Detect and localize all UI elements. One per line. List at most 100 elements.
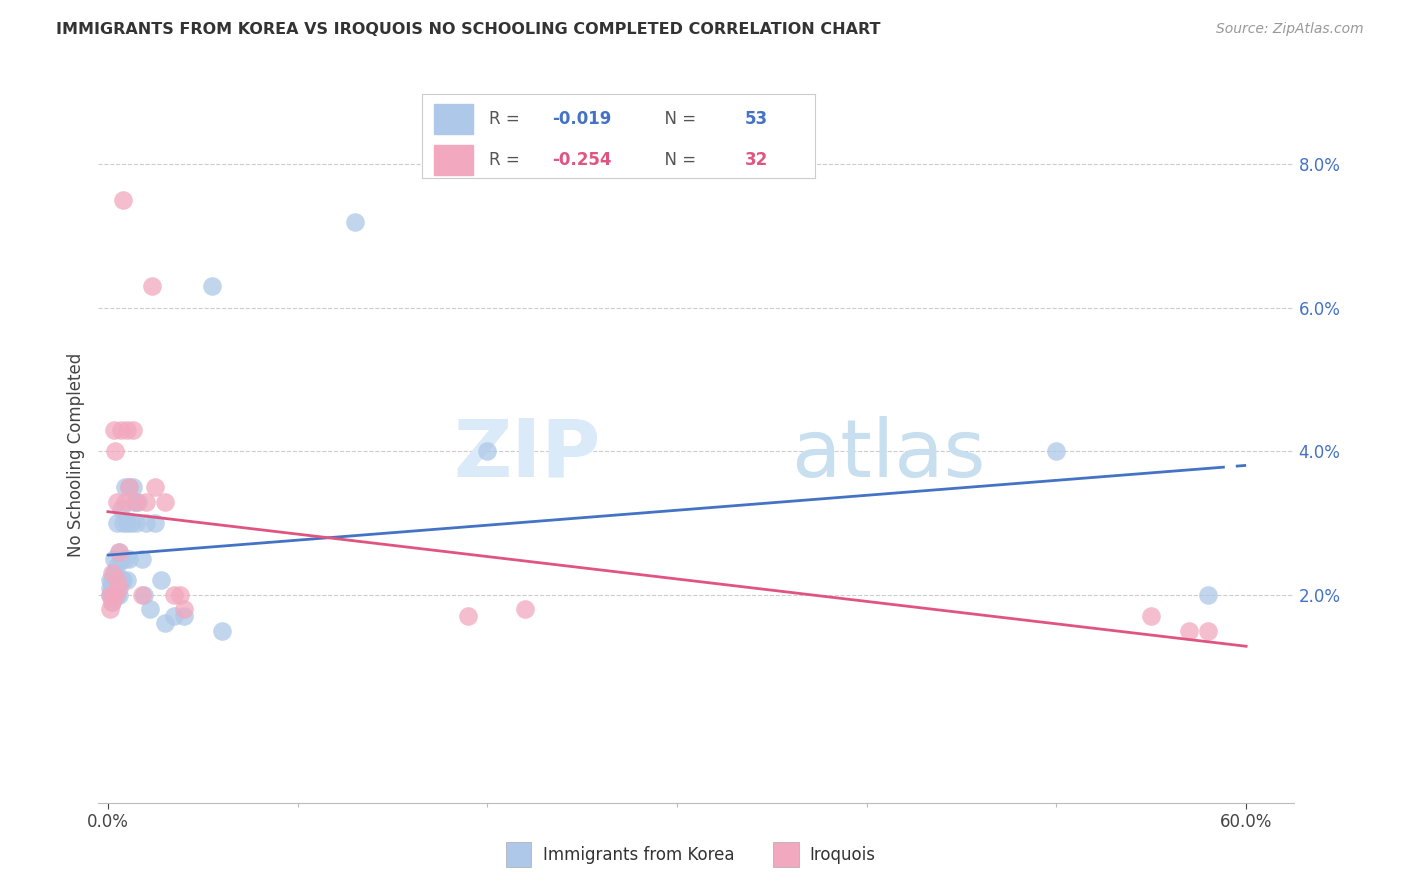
Point <box>135 494 157 508</box>
Point <box>103 552 125 566</box>
Point <box>100 595 122 609</box>
FancyBboxPatch shape <box>773 842 799 867</box>
Point <box>112 516 135 530</box>
Point <box>132 588 155 602</box>
Point <box>121 480 143 494</box>
Point <box>477 444 499 458</box>
Text: N =: N = <box>654 110 702 128</box>
Point <box>100 581 122 595</box>
Point <box>163 609 186 624</box>
Point <box>108 574 131 588</box>
Point <box>110 423 132 437</box>
Y-axis label: No Schooling Completed: No Schooling Completed <box>66 353 84 557</box>
FancyBboxPatch shape <box>433 104 472 134</box>
Point <box>141 279 163 293</box>
Point <box>115 423 138 437</box>
Point <box>121 423 143 437</box>
Point <box>125 516 148 530</box>
Point <box>124 494 146 508</box>
Point <box>108 588 131 602</box>
Point <box>104 588 127 602</box>
Point <box>110 501 132 516</box>
Point <box>457 609 479 624</box>
Point <box>118 480 141 494</box>
Point <box>131 588 153 602</box>
FancyBboxPatch shape <box>433 145 472 175</box>
Point <box>103 588 125 602</box>
Text: -0.019: -0.019 <box>551 110 612 128</box>
Point <box>118 552 141 566</box>
Point <box>127 494 149 508</box>
Point <box>1197 624 1219 638</box>
Point <box>104 566 127 581</box>
Point <box>105 574 128 588</box>
Text: IMMIGRANTS FROM KOREA VS IROQUOIS NO SCHOOLING COMPLETED CORRELATION CHART: IMMIGRANTS FROM KOREA VS IROQUOIS NO SCH… <box>56 22 880 37</box>
Point <box>105 588 128 602</box>
Point <box>135 516 157 530</box>
Point <box>112 574 135 588</box>
Point <box>143 516 166 530</box>
Point <box>105 516 128 530</box>
Point <box>114 480 136 494</box>
Point <box>173 609 195 624</box>
Point <box>105 559 128 574</box>
Point <box>100 574 122 588</box>
Point <box>104 581 127 595</box>
Point <box>150 574 173 588</box>
Point <box>98 588 121 602</box>
FancyBboxPatch shape <box>506 842 531 867</box>
Point <box>114 494 136 508</box>
Text: Immigrants from Korea: Immigrants from Korea <box>543 846 734 863</box>
Point <box>98 574 121 588</box>
Text: 32: 32 <box>745 151 768 169</box>
Point <box>112 194 135 208</box>
Point <box>110 574 132 588</box>
Point <box>108 545 131 559</box>
Point <box>98 581 121 595</box>
Point <box>105 574 128 588</box>
Point <box>118 480 141 494</box>
Point <box>125 494 148 508</box>
Text: 53: 53 <box>745 110 768 128</box>
Point <box>153 616 176 631</box>
Point <box>103 581 125 595</box>
Point <box>110 552 132 566</box>
Point <box>100 588 122 602</box>
Point <box>105 494 128 508</box>
Point <box>201 279 224 293</box>
Point <box>163 588 186 602</box>
Point <box>515 602 537 616</box>
Point <box>108 581 131 595</box>
Point <box>104 444 127 458</box>
Text: ZIP: ZIP <box>453 416 600 494</box>
Text: Source: ZipAtlas.com: Source: ZipAtlas.com <box>1216 22 1364 37</box>
Point <box>103 423 125 437</box>
Text: Iroquois: Iroquois <box>810 846 876 863</box>
Point <box>153 494 176 508</box>
Point <box>100 566 122 581</box>
Point <box>1140 609 1163 624</box>
Point <box>103 566 125 581</box>
Point <box>103 574 125 588</box>
Point <box>211 624 233 638</box>
Point <box>104 574 127 588</box>
Text: -0.254: -0.254 <box>551 151 612 169</box>
Point <box>108 545 131 559</box>
Point <box>100 595 122 609</box>
Point <box>115 516 138 530</box>
Point <box>131 552 153 566</box>
Point <box>173 602 195 616</box>
Point <box>98 602 121 616</box>
Point <box>115 574 138 588</box>
Point <box>98 588 121 602</box>
Point <box>1178 624 1201 638</box>
Point <box>343 215 366 229</box>
Point <box>143 480 166 494</box>
Text: R =: R = <box>489 151 524 169</box>
Point <box>120 516 142 530</box>
Text: atlas: atlas <box>792 416 986 494</box>
Text: N =: N = <box>654 151 702 169</box>
Point <box>103 588 125 602</box>
Point <box>138 602 160 616</box>
Point <box>114 552 136 566</box>
